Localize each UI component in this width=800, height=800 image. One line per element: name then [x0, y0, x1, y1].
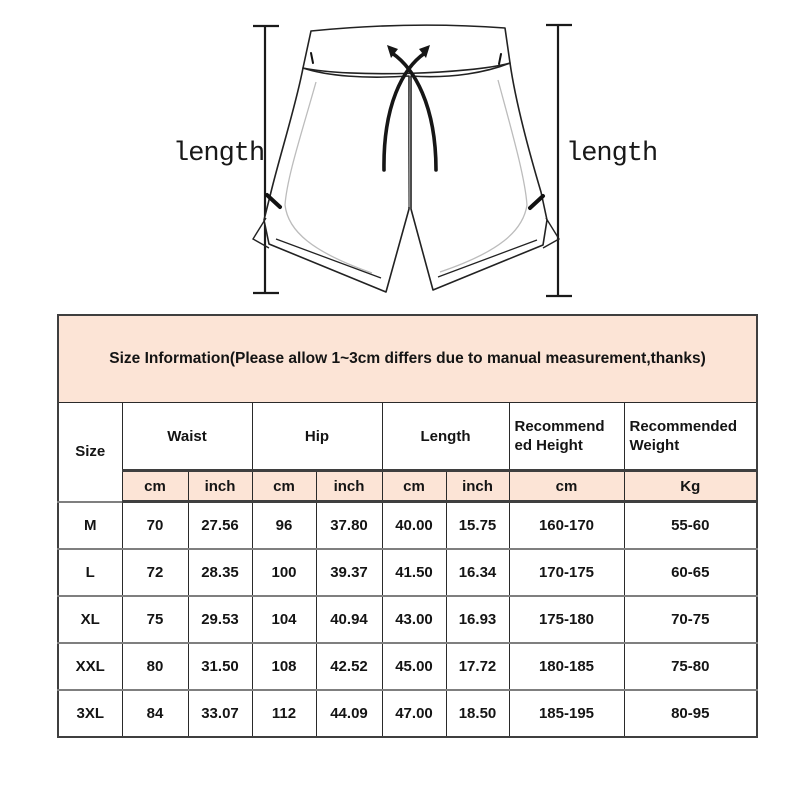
cell-size: 3XL — [57, 689, 123, 737]
table-title: Size Information(Please allow 1~3cm diff… — [57, 315, 758, 403]
col-header-length: Length — [381, 402, 510, 471]
pocket-panel-seams — [284, 79, 528, 274]
cell-weight: 60-65 — [623, 548, 758, 596]
waistband-ticks — [310, 52, 502, 65]
unit-hip-cm: cm — [251, 469, 317, 503]
cell-waist-inch: 28.35 — [187, 548, 253, 596]
center-seam — [408, 77, 411, 208]
table-row-xxl: XXL 80 31.50 108 42.52 45.00 17.72 180-1… — [57, 642, 758, 690]
cell-hip-inch: 44.09 — [315, 689, 383, 737]
recommended-height-line1: Recommend — [514, 418, 605, 435]
table-row-xl: XL 75 29.53 104 40.94 43.00 16.93 175-18… — [57, 595, 758, 643]
size-table: Size Information(Please allow 1~3cm diff… — [57, 314, 758, 738]
drawstring — [382, 51, 438, 172]
cell-hip-inch: 39.37 — [315, 548, 383, 596]
cell-waist-cm: 84 — [121, 689, 189, 737]
cell-hip-cm: 108 — [251, 642, 317, 690]
cell-size: XL — [57, 595, 123, 643]
cell-length-cm: 45.00 — [381, 642, 447, 690]
measurement-bracket-left — [253, 24, 279, 295]
side-vents — [252, 217, 560, 249]
col-header-recommended-weight: Recommended Weight — [623, 402, 758, 471]
unit-waist-cm: cm — [121, 469, 189, 503]
table-row-m: M 70 27.56 96 37.80 40.00 15.75 160-170 … — [57, 500, 758, 549]
table-row-3xl: 3XL 84 33.07 112 44.09 47.00 18.50 185-1… — [57, 689, 758, 737]
table-header-row: Size Waist Hip Length Recommend ed Heigh… — [57, 402, 758, 502]
cell-weight: 55-60 — [623, 500, 758, 549]
cell-hip-inch: 40.94 — [315, 595, 383, 643]
cell-size: XXL — [57, 642, 123, 690]
table-title-row: Size Information(Please allow 1~3cm diff… — [57, 315, 758, 403]
cell-hip-cm: 96 — [251, 500, 317, 549]
cell-size: M — [57, 500, 123, 549]
cell-height: 175-180 — [508, 595, 625, 643]
cell-size: L — [57, 548, 123, 596]
length-label-left: length — [173, 139, 265, 169]
table-units-row: cm inch cm inch cm inch cm Kg — [58, 469, 758, 503]
drawstring-tip-icons — [387, 45, 430, 58]
shorts-left-leg — [263, 67, 410, 293]
cell-length-cm: 41.50 — [381, 548, 447, 596]
recommended-weight-line1: Recommended — [629, 418, 738, 435]
cell-waist-inch: 31.50 — [187, 642, 253, 690]
cell-length-cm: 40.00 — [381, 500, 447, 549]
cell-hip-cm: 112 — [251, 689, 317, 737]
cell-waist-inch: 29.53 — [187, 595, 253, 643]
cell-weight: 70-75 — [623, 595, 758, 643]
cell-height: 170-175 — [508, 548, 625, 596]
cell-weight: 80-95 — [623, 689, 758, 737]
cell-waist-cm: 72 — [121, 548, 189, 596]
length-label-right: length — [566, 139, 658, 169]
cell-waist-cm: 70 — [121, 500, 189, 549]
seam-ticks — [265, 193, 545, 210]
cell-waist-cm: 80 — [121, 642, 189, 690]
hem-lines — [275, 238, 538, 279]
unit-weight-kg: Kg — [623, 469, 758, 503]
shorts-diagram-svg — [252, 23, 572, 298]
cell-hip-cm: 100 — [251, 548, 317, 596]
table-row-l: L 72 28.35 100 39.37 41.50 16.34 170-175… — [57, 548, 758, 596]
cell-length-inch: 15.75 — [445, 500, 510, 549]
col-header-hip: Hip — [251, 402, 383, 471]
unit-height-cm: cm — [508, 469, 625, 503]
cell-hip-inch: 42.52 — [315, 642, 383, 690]
cell-length-cm: 43.00 — [381, 595, 447, 643]
col-header-size: Size — [57, 402, 123, 502]
unit-length-inch: inch — [445, 469, 510, 503]
cell-hip-cm: 104 — [251, 595, 317, 643]
shorts-waistband — [302, 24, 511, 75]
measurement-bracket-right — [546, 23, 572, 298]
cell-height: 160-170 — [508, 500, 625, 549]
cell-waist-inch: 27.56 — [187, 500, 253, 549]
cell-hip-inch: 37.80 — [315, 500, 383, 549]
unit-length-cm: cm — [381, 469, 447, 503]
unit-waist-inch: inch — [187, 469, 253, 503]
cell-length-inch: 16.34 — [445, 548, 510, 596]
col-header-recommended-height: Recommend ed Height — [508, 402, 625, 471]
cell-height: 185-195 — [508, 689, 625, 737]
cell-waist-inch: 33.07 — [187, 689, 253, 737]
unit-hip-inch: inch — [315, 469, 383, 503]
cell-waist-cm: 75 — [121, 595, 189, 643]
cell-weight: 75-80 — [623, 642, 758, 690]
cell-length-inch: 17.72 — [445, 642, 510, 690]
cell-length-cm: 47.00 — [381, 689, 447, 737]
recommended-weight-line2: Weight — [629, 437, 680, 454]
recommended-height-line2: ed Height — [514, 437, 583, 454]
col-header-waist: Waist — [121, 402, 253, 471]
cell-height: 180-185 — [508, 642, 625, 690]
cell-length-inch: 18.50 — [445, 689, 510, 737]
shorts-measurement-diagram: length length — [0, 0, 800, 316]
cell-length-inch: 16.93 — [445, 595, 510, 643]
